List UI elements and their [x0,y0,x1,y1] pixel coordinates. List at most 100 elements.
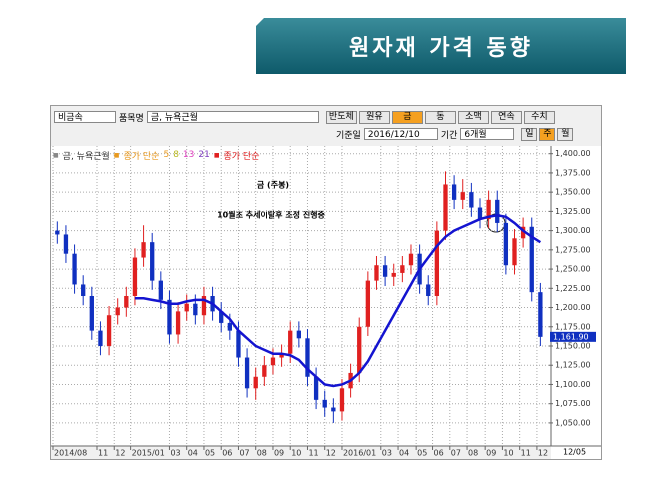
candle-body [477,207,483,220]
x-tick-label: 04 [188,449,198,458]
legend-label: 13 [182,150,195,160]
toolbar-button[interactable]: 원유 [358,110,390,124]
x-tick-label: 11 [521,449,531,458]
item-label: 품목명 [119,113,144,124]
candle-body [236,330,241,358]
y-tick-label: 1,375.00 [555,168,591,177]
legend-swatch: ■ [53,151,59,159]
legend-label: 8 [173,150,179,160]
y-tick-label: 1,300.00 [555,226,591,235]
toolbar-button[interactable]: 금 [391,110,423,124]
y-tick-label: 1,150.00 [555,342,591,351]
x-end-label: 12/05 [563,448,586,457]
x-tick-label: 12 [538,449,548,458]
candle-body [132,257,138,296]
y-tick-label: 1,325.00 [555,207,591,216]
annotation: 금 (주봉) [257,180,289,190]
y-tick-label: 1,200.00 [555,303,591,312]
candle-body [391,272,396,277]
date-input[interactable]: 2016/12/10 [363,128,438,140]
candle-body [374,265,379,281]
button-group: 반도체 원유 금 동 소맥 연속 수치 [325,110,555,124]
x-tick-label: 12 [115,449,125,458]
ma-line [134,213,542,388]
x-tick-label: 12 [326,449,336,458]
candle-body [486,199,491,220]
candle-body [313,376,319,400]
candle-body [253,376,258,389]
candle-body [460,192,465,200]
candle-body [451,184,457,200]
candle-body [520,226,526,239]
candle-body [538,292,543,337]
legend-label: 21 [198,150,210,160]
x-tick-label: 05 [417,449,427,458]
candle-body [106,315,112,346]
toolbar-row: 비금속 품목명 금, 뉴욕근월 반도체 원유 금 동 소맥 연속 수치 [54,110,555,124]
item-dropdown[interactable]: 금, 뉴욕근월 [146,111,319,123]
candle-body [434,230,440,296]
y-tick-label: 1,250.00 [555,265,591,274]
y-tick-label: 1,125.00 [555,361,591,370]
y-tick-label: 1,350.00 [555,188,591,197]
toolbar-button[interactable]: 동 [424,110,456,124]
x-tick-label: 2015/01 [132,449,165,458]
candle-body [382,265,388,277]
candle-body [175,311,181,335]
candle-body [167,299,172,335]
axis-background [551,146,601,459]
interval-button[interactable]: 월 [557,127,574,141]
x-tick-label: 07 [451,449,461,458]
legend-swatch: ■ [213,151,220,159]
candle-body [529,226,534,293]
candle-body [322,399,327,408]
candle-body [357,326,362,373]
candle-body [279,353,284,358]
x-tick-label: 11 [308,449,318,458]
candle-body [227,322,232,331]
period-label: 기간 [440,130,458,141]
candle-body [201,296,207,316]
period-dropdown[interactable]: 6개월 [460,128,515,140]
x-tick-label: 08 [257,449,267,458]
candle-body [141,242,146,258]
toolbar-button[interactable]: 연속 [490,110,522,124]
candle-body [469,192,474,208]
x-tick-label: 10 [291,449,301,458]
toolbar-button[interactable]: 반도체 [325,110,357,124]
interval-button[interactable]: 일 [521,127,538,141]
y-tick-label: 1,400.00 [555,149,591,158]
interval-button[interactable]: 주 [539,127,556,141]
x-tick-label: 2014/08 [54,449,87,458]
toolbar-button[interactable]: 소맥 [457,110,489,124]
candle-body [305,338,310,377]
x-tick-label: 04 [399,449,409,458]
y-tick-label: 1,075.00 [555,399,591,408]
annotation: 10월초 추세이탈후 조정 진행중 [217,210,325,220]
x-tick-label: 07 [239,449,249,458]
y-tick-label: 1,100.00 [555,380,591,389]
category-dropdown[interactable]: 비금속 [54,111,116,123]
legend-label: 종가 단순 [123,151,160,162]
y-tick-label: 1,050.00 [555,418,591,427]
candle-body [244,357,250,389]
candle-body [400,265,405,273]
candle-body [262,365,267,377]
price-marker-label: 1,161.90 [553,332,589,341]
x-tick-label: 08 [468,449,478,458]
candle-body [158,280,163,300]
price-marker [550,331,596,342]
legend-label: 금, 뉴욕근월 [62,151,110,162]
x-tick-label: 10 [503,449,513,458]
x-tick-label: 05 [205,449,215,458]
candle-body [331,407,336,412]
banner-title: 원자재 가격 동향 [256,18,626,74]
candle-body [443,184,448,231]
x-tick-label: 2016/01 [343,449,376,458]
x-tick-label: 11 [98,449,108,458]
toolbar-button[interactable]: 수치 [523,110,555,124]
candle-body [219,311,224,323]
legend-swatch: ■ [113,151,120,159]
